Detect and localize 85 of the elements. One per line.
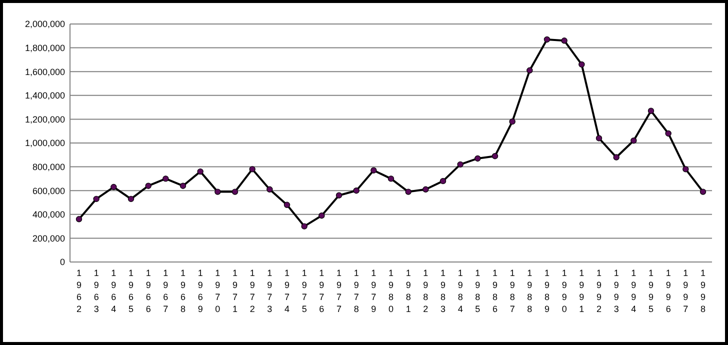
point xyxy=(318,212,325,219)
point xyxy=(353,188,360,194)
x-tick-label: 1988 xyxy=(527,268,532,314)
point xyxy=(249,166,256,172)
point xyxy=(578,61,585,68)
x-tick-label: 1977 xyxy=(336,268,342,314)
x-tick-label: 1979 xyxy=(371,268,376,314)
point xyxy=(665,130,672,137)
x-tick-label: 1987 xyxy=(510,268,515,314)
x-tick-label: 1982 xyxy=(423,268,428,314)
point xyxy=(596,135,602,142)
point xyxy=(336,192,342,198)
point xyxy=(388,176,394,182)
x-tick-label: 1983 xyxy=(440,268,446,314)
y-tick-label: 200,000 xyxy=(32,233,65,244)
point xyxy=(682,166,689,172)
point xyxy=(145,182,152,189)
x-tick-label: 1996 xyxy=(666,268,671,314)
x-tick-label: 1981 xyxy=(406,268,411,314)
point xyxy=(284,202,290,208)
x-tick-label: 1972 xyxy=(250,268,255,314)
y-tick-label: 1,800,000 xyxy=(24,42,65,53)
point xyxy=(526,67,533,74)
point xyxy=(110,184,117,190)
point xyxy=(162,176,169,182)
point xyxy=(197,168,204,175)
point xyxy=(370,167,377,174)
point xyxy=(700,188,706,195)
x-tick-label: 1993 xyxy=(614,268,619,314)
x-tick-label: 1962 xyxy=(76,268,82,314)
x-tick-label: 1984 xyxy=(458,268,463,314)
x-tick-label: 1980 xyxy=(388,268,394,314)
y-tick-label: 1,200,000 xyxy=(24,114,65,124)
point xyxy=(214,188,221,195)
point xyxy=(457,161,464,168)
x-tick-label: 1970 xyxy=(215,268,220,314)
point xyxy=(266,186,273,193)
x-tick-label: 1994 xyxy=(631,268,636,314)
x-tick-label: 1991 xyxy=(579,268,584,314)
point xyxy=(180,182,186,189)
x-tick-label: 1975 xyxy=(302,268,307,314)
x-tick-label: 1964 xyxy=(111,268,116,314)
point xyxy=(76,216,82,222)
x-tick-label: 1976 xyxy=(319,268,324,314)
y-tick-label: 800,000 xyxy=(32,162,65,172)
y-tick-label: 2,000,000 xyxy=(24,19,65,30)
x-tick-label: 1992 xyxy=(596,268,602,314)
x-tick-label: 1990 xyxy=(562,268,567,314)
x-tick-label: 1965 xyxy=(128,268,134,314)
y-tick-label: 600,000 xyxy=(32,186,65,196)
x-tick-label: 1969 xyxy=(198,268,203,314)
point xyxy=(301,223,308,230)
point xyxy=(509,118,516,125)
y-tick-label: 0 xyxy=(60,257,65,268)
x-tick-label: 1963 xyxy=(94,268,99,314)
point xyxy=(630,138,637,144)
point xyxy=(405,188,412,195)
x-tick-label: 1989 xyxy=(544,268,550,314)
point xyxy=(648,108,654,114)
x-tick-label: 1973 xyxy=(267,268,272,314)
x-tick-label: 1995 xyxy=(648,268,654,314)
point xyxy=(561,38,568,44)
x-tick-label: 1968 xyxy=(180,268,186,314)
point xyxy=(492,152,498,160)
x-tick-label: 1971 xyxy=(232,268,238,314)
x-tick-label: 1978 xyxy=(354,268,359,314)
point xyxy=(613,154,620,160)
point xyxy=(128,196,134,202)
x-tick-label: 1985 xyxy=(475,268,480,314)
x-tick-label: 1966 xyxy=(146,268,151,314)
y-tick-label: 1,600,000 xyxy=(24,66,65,77)
y-tick-label: 1,400,000 xyxy=(24,90,65,101)
x-tick-label: 1974 xyxy=(284,268,290,314)
point xyxy=(474,155,481,162)
x-tick-label: 1967 xyxy=(163,268,168,314)
x-tick-label: 1986 xyxy=(492,268,498,314)
y-tick-label: 400,000 xyxy=(32,210,65,220)
y-tick-label: 1,000,000 xyxy=(24,138,65,148)
point xyxy=(93,196,100,202)
x-tick-label: 1998 xyxy=(700,268,706,314)
point xyxy=(232,188,238,195)
point xyxy=(440,178,446,184)
x-tick-label: 1997 xyxy=(683,268,688,314)
point xyxy=(544,36,550,43)
point xyxy=(422,186,429,193)
